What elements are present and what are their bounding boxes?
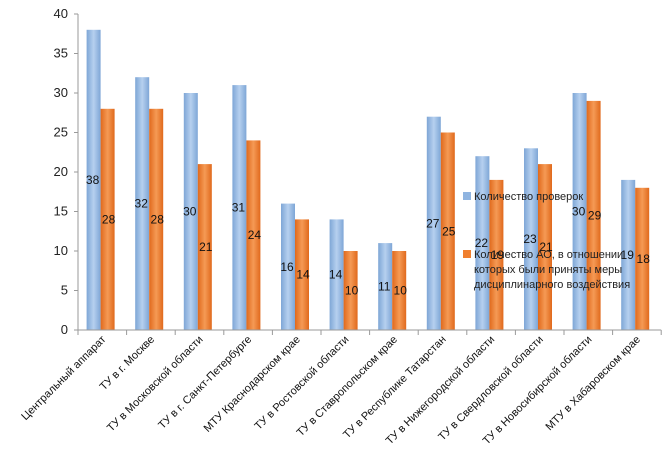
bar-inspections — [329, 219, 344, 330]
bar-disciplinary — [489, 179, 504, 330]
category-label: Центральный аппарат — [19, 334, 108, 423]
y-tick-label: 40 — [54, 6, 68, 21]
bar-inspections — [621, 179, 636, 330]
category-label: МТУ Краснодарском крае — [202, 334, 303, 435]
bar-disciplinary — [295, 219, 309, 330]
category-label: ТУ в Свердловской области — [436, 334, 546, 444]
legend-swatch-inspections — [463, 192, 471, 200]
bar-inspections — [232, 85, 247, 330]
bar-inspections — [475, 156, 490, 330]
bar-inspections — [281, 203, 295, 330]
y-tick-label: 15 — [54, 204, 68, 219]
data-label-inspections: 16 — [280, 260, 294, 274]
data-label-disciplinary: 28 — [151, 212, 165, 226]
legend-label-disciplinary: дисциплинарного воздействия — [474, 279, 630, 291]
legend-label-disciplinary: которых были приняты меры — [474, 264, 622, 276]
category-label: ТУ в Ростовской области — [253, 334, 352, 433]
bars-layer — [86, 29, 650, 331]
category-label: ТУ в Московской области — [105, 334, 206, 435]
data-label-inspections: 19 — [621, 248, 635, 262]
legend: Количество проверок Количество АО, в отно… — [463, 191, 630, 291]
y-tick-label: 0 — [61, 322, 68, 337]
data-label-inspections: 30 — [572, 205, 586, 219]
bar-disciplinary — [635, 187, 650, 330]
y-tick-label: 30 — [54, 85, 68, 100]
data-label-disciplinary: 21 — [539, 240, 553, 254]
y-tick-label: 20 — [54, 164, 68, 179]
data-label-inspections: 27 — [426, 216, 440, 230]
bar-inspections — [135, 77, 150, 330]
data-label-inspections: 22 — [475, 236, 489, 250]
legend-label-inspections: Количество проверок — [474, 191, 583, 203]
data-label-disciplinary: 25 — [442, 224, 456, 238]
bar-disciplinary — [538, 164, 552, 330]
category-label: ТУ в г. Санкт-Петербурге — [156, 334, 254, 432]
data-label-disciplinary: 10 — [394, 284, 408, 298]
data-label-inspections: 11 — [378, 280, 391, 294]
bar-inspections — [86, 29, 101, 331]
bar-disciplinary — [100, 108, 115, 330]
data-label-disciplinary: 29 — [588, 208, 602, 222]
bar-disciplinary — [149, 108, 164, 330]
data-label-disciplinary: 18 — [637, 252, 651, 266]
data-label-inspections: 32 — [135, 197, 149, 211]
legend-swatch-disciplinary — [463, 250, 471, 258]
data-label-disciplinary: 19 — [491, 248, 505, 262]
y-tick-label: 10 — [54, 243, 68, 258]
data-label-inspections: 38 — [86, 173, 100, 187]
bar-disciplinary — [392, 251, 407, 330]
data-label-inspections: 14 — [329, 268, 343, 282]
data-label-disciplinary: 21 — [199, 240, 213, 254]
category-label: ТУ в Республике Татарстан — [341, 334, 449, 442]
data-label-inspections: 23 — [523, 232, 537, 246]
bar-inspections — [572, 93, 587, 330]
bar-inspections — [183, 93, 198, 330]
legend-label-disciplinary: Количество АО, в отношении — [474, 249, 623, 261]
data-label-disciplinary: 14 — [296, 268, 310, 282]
y-tick-label: 25 — [54, 125, 68, 140]
data-label-inspections: 30 — [183, 205, 197, 219]
y-tick-label: 35 — [54, 46, 68, 61]
y-tick-label: 5 — [61, 283, 68, 298]
data-label-disciplinary: 28 — [102, 212, 116, 226]
bar-inspections — [524, 148, 538, 330]
bar-disciplinary — [246, 140, 261, 330]
data-label-inspections: 31 — [232, 201, 246, 215]
bar-disciplinary — [440, 132, 455, 330]
data-label-disciplinary: 10 — [345, 284, 359, 298]
bar-inspections — [426, 116, 441, 330]
bar-inspections — [378, 243, 393, 330]
category-label: ТУ в Ставропольском крае — [295, 334, 400, 439]
data-label-disciplinary: 24 — [248, 228, 262, 242]
bar-disciplinary — [197, 164, 212, 330]
bar-disciplinary — [343, 251, 358, 330]
bar-disciplinary — [586, 100, 601, 331]
category-label: МТУ в Хабаровском крае — [543, 334, 643, 434]
